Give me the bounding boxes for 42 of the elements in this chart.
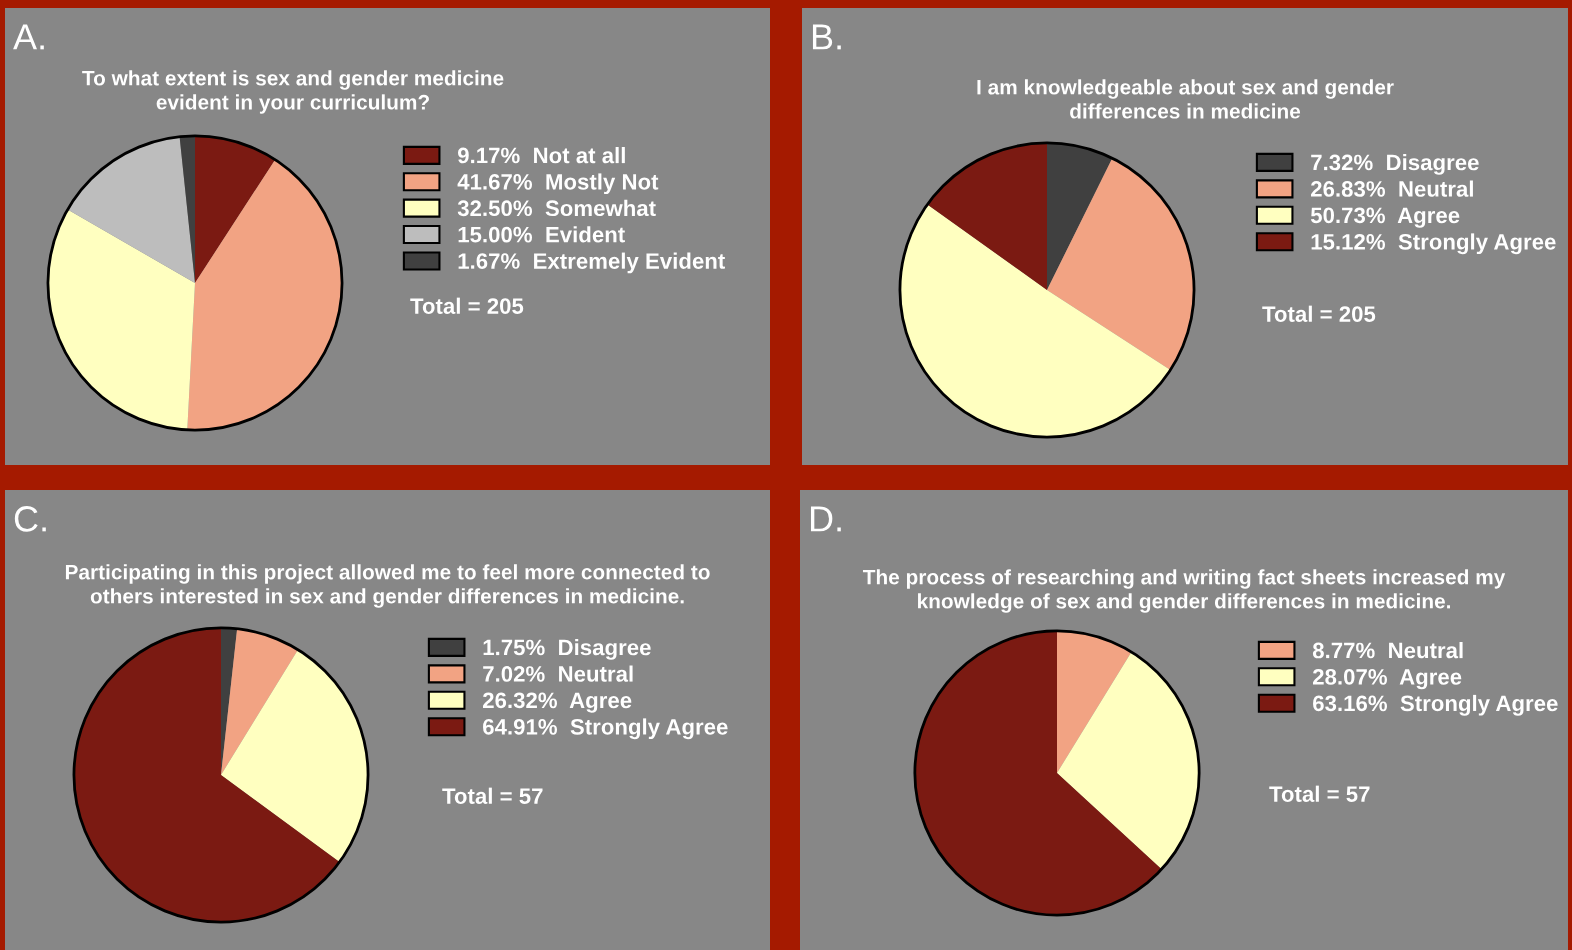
legend-label: 26.32% Agree <box>482 692 632 713</box>
pie-slice <box>221 628 298 775</box>
text: C. <box>14 506 46 532</box>
chart-title: I am knowledgeable about sex and gender differences in medicine <box>977 79 1394 119</box>
legend-label: 1.67% Extremely Evident <box>458 252 725 274</box>
pie-slice <box>221 649 369 863</box>
legend-label: 50.73% Agree <box>1310 207 1460 228</box>
legend-label: 7.32% Disagree <box>1311 154 1479 175</box>
pie-slice <box>1047 158 1195 370</box>
text: Total = 57 <box>1269 785 1370 802</box>
pie-slice <box>195 135 276 283</box>
pie-slice <box>67 136 195 283</box>
pie-slice <box>914 630 1162 916</box>
pie-slice <box>47 209 195 430</box>
legend-label: 41.67% Mostly Not <box>457 173 659 195</box>
legend-label: 64.91% Strongly Agree <box>483 718 728 740</box>
pie-slice <box>927 142 1047 290</box>
text: Total = 205 <box>1262 305 1376 322</box>
legend-label: 15.00% Evident <box>458 226 625 243</box>
legend-label: 15.12% Strongly Agree <box>1311 233 1556 255</box>
legend-label: 26.83% Neutral <box>1310 180 1473 197</box>
text: Total = 57 <box>442 787 543 804</box>
chart-title: To what extent is sex and gender medicine evident in your curriculum? <box>82 70 504 114</box>
legend-label: 28.07% Agree <box>1312 668 1462 690</box>
pie-slice <box>73 627 340 923</box>
pie-slice <box>899 204 1171 438</box>
pie-slice <box>187 159 343 431</box>
chart-title: The process of researching and writing fact sheets increased my knowledge of sex and gender differences in medicine. <box>862 569 1506 613</box>
chart-title: Participating in this project allowed me to feel more connected to others interested in sex and gender differences in medicine. <box>65 564 710 608</box>
text: D. <box>810 506 841 532</box>
pie-slice <box>1057 651 1200 870</box>
text: Total = 205 <box>410 297 524 314</box>
legend-label: 7.02% Neutral <box>483 665 633 682</box>
legend-label: 63.16% Strongly Agree <box>1313 694 1558 716</box>
legend-label: 9.17% Not at all <box>457 147 625 164</box>
pie-slice <box>1057 630 1132 773</box>
text: A. <box>13 24 44 50</box>
pie-slice <box>1047 142 1113 290</box>
legend-label: 32.50% Somewhat <box>457 199 656 217</box>
legend-label: 1.75% Disagree <box>483 639 651 660</box>
legend-label: 8.77% Neutral <box>1312 642 1463 659</box>
text: B. <box>812 24 841 50</box>
